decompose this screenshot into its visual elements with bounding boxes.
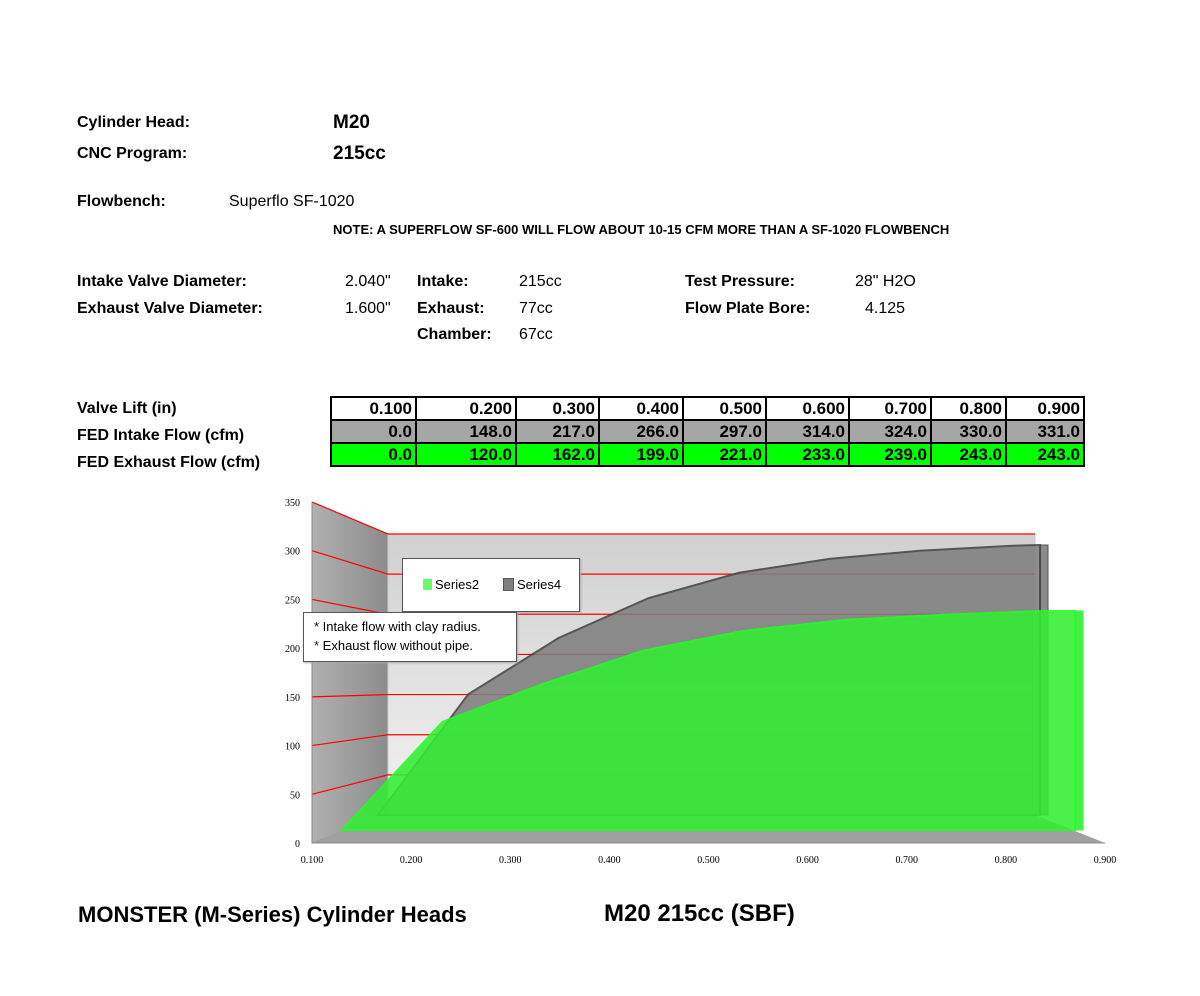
table-cell: 0.400 [598,396,684,421]
cnc-program-value: 215cc [333,143,386,164]
x-tick-label: 0.500 [697,855,720,866]
table-cell: 297.0 [682,419,767,444]
x-tick-label: 0.800 [995,855,1018,866]
table-cell: 324.0 [848,419,932,444]
table-cell: 0.0 [330,419,417,444]
table-cell: 0.0 [330,442,417,467]
x-tick-label: 0.400 [598,855,621,866]
chart-legend: Series2 Series4 [402,558,580,612]
x-tick-label: 0.900 [1094,855,1117,866]
y-tick-label: 250 [285,595,300,606]
table-cell: 0.500 [682,396,767,421]
exhaust-flow-row: 0.0 120.0 162.0 199.0 221.0 233.0 239.0 243.0 24… [330,442,1085,467]
gridline [311,501,1035,535]
table-cell: 0.100 [330,396,417,421]
table-cell: 0.800 [930,396,1007,421]
flow-table: 0.100 0.200 0.300 0.400 0.500 0.600 0.700 0.800… [330,396,1085,467]
annotation-line: * Intake flow with clay radius. [314,619,481,634]
series2-side [1074,610,1084,831]
table-cell: 0.700 [848,396,932,421]
y-tick-label: 100 [285,742,300,753]
chamber-label: Chamber: [417,326,492,343]
table-cell: 221.0 [682,442,767,467]
legend-label: Series2 [435,577,480,592]
table-cell: 162.0 [515,442,600,467]
flow-plate-value: 4.125 [865,300,906,317]
exhaust-volume-value: 77cc [519,300,553,317]
intake-volume-label: Intake: [417,273,469,290]
table-cell: 314.0 [765,419,850,444]
x-tick-label: 0.200 [400,855,423,866]
test-pressure-value: 28" H2O [855,273,916,290]
legend-label: Series4 [517,577,562,592]
x-tick-label: 0.100 [301,855,324,866]
exhaust-valve-label: Exhaust Valve Diameter: [77,300,263,317]
row-label-exhaust-flow: FED Exhaust Flow (cfm) [77,454,261,471]
x-tick-label: 0.600 [796,855,819,866]
exhaust-valve-value: 1.600" [345,300,391,317]
table-cell: 120.0 [415,442,517,467]
intake-volume-value: 215cc [519,273,562,290]
legend-item-series2: Series2 [423,577,479,592]
legend-swatch-gray [503,578,514,591]
table-cell: 217.0 [515,419,600,444]
table-cell: 0.600 [765,396,850,421]
x-tick-label: 0.300 [499,855,522,866]
y-tick-label: 0 [295,839,300,850]
table-cell: 239.0 [848,442,932,467]
chamber-value: 67cc [519,326,553,343]
table-cell: 0.200 [415,396,517,421]
legend-item-series4: Series4 [503,577,561,592]
cnc-program-label: CNC Program: [77,145,188,162]
table-cell: 199.0 [598,442,684,467]
footer-brand: MONSTER (M-Series) Cylinder Heads [78,902,467,927]
intake-valve-value: 2.040" [345,273,391,290]
intake-flow-row: 0.0 148.0 217.0 266.0 297.0 314.0 324.0 330.0 33… [330,419,1085,444]
y-tick-label: 350 [285,498,300,509]
exhaust-volume-label: Exhaust: [417,300,485,317]
table-cell: 243.0 [1005,442,1085,467]
flowbench-label: Flowbench: [77,193,166,210]
flowbench-value: Superflo SF-1020 [229,193,355,210]
table-cell: 0.300 [515,396,600,421]
table-cell: 266.0 [598,419,684,444]
test-pressure-label: Test Pressure: [685,273,795,290]
y-tick-label: 50 [290,790,300,801]
y-tick-label: 300 [285,547,300,558]
table-cell: 331.0 [1005,419,1085,444]
flowbench-note: NOTE: A SUPERFLOW SF-600 WILL FLOW ABOUT… [333,222,950,237]
cylinder-head-label: Cylinder Head: [77,114,190,131]
chart-annotation: * Intake flow with clay radius. * Exhaus… [303,612,517,662]
table-cell: 243.0 [930,442,1007,467]
table-cell: 148.0 [415,419,517,444]
x-tick-label: 0.700 [896,855,919,866]
annotation-line: * Exhaust flow without pipe. [314,638,473,653]
y-tick-label: 200 [285,644,300,655]
flow-plate-label: Flow Plate Bore: [685,300,811,317]
table-cell: 233.0 [765,442,850,467]
y-tick-label: 150 [285,693,300,704]
table-cell: 0.900 [1005,396,1085,421]
valve-lift-row: 0.100 0.200 0.300 0.400 0.500 0.600 0.700 0.800… [330,396,1085,421]
table-cell: 330.0 [930,419,1007,444]
cylinder-head-value: M20 [333,112,370,133]
intake-valve-label: Intake Valve Diameter: [77,273,247,290]
footer-model: M20 215cc (SBF) [604,900,795,927]
row-label-intake-flow: FED Intake Flow (cfm) [77,427,245,444]
legend-swatch-green [423,579,432,590]
row-label-valve-lift: Valve Lift (in) [77,400,177,417]
